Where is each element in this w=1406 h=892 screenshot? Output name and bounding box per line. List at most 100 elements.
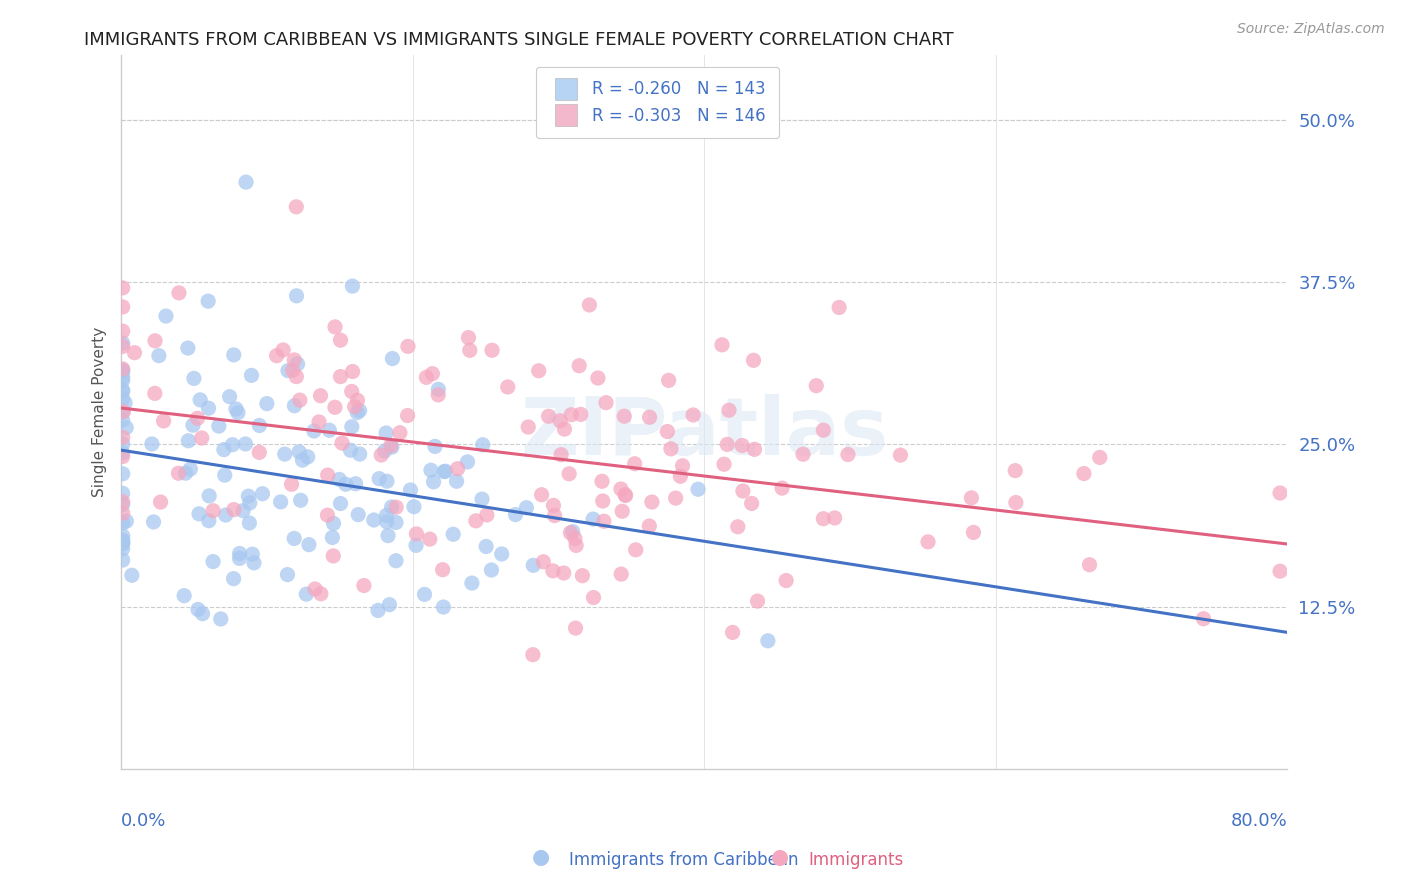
Point — [221, 438, 243, 452]
Point — [402, 500, 425, 514]
Point — [917, 534, 939, 549]
Point — [461, 576, 484, 591]
Point — [304, 582, 326, 596]
Point — [295, 587, 318, 601]
Point — [824, 511, 846, 525]
Point — [432, 600, 454, 615]
Point — [323, 319, 346, 334]
Point — [1078, 558, 1101, 572]
Point — [381, 500, 404, 514]
Point — [291, 453, 314, 467]
Point — [1268, 486, 1291, 500]
Point — [568, 359, 591, 373]
Point — [457, 331, 479, 345]
Point — [111, 363, 134, 377]
Point — [396, 409, 419, 423]
Text: Source: ZipAtlas.com: Source: ZipAtlas.com — [1237, 22, 1385, 37]
Point — [335, 477, 357, 491]
Point — [209, 612, 232, 626]
Point — [543, 499, 565, 513]
Point — [614, 488, 637, 502]
Point — [388, 425, 411, 440]
Point — [111, 498, 134, 512]
Point — [349, 403, 371, 417]
Point — [235, 175, 257, 189]
Point — [318, 423, 340, 437]
Point — [329, 369, 352, 384]
Point — [111, 541, 134, 556]
Point — [378, 598, 401, 612]
Point — [179, 462, 201, 476]
Point — [208, 419, 231, 434]
Point — [228, 551, 250, 566]
Point — [1088, 450, 1111, 465]
Point — [111, 362, 134, 376]
Point — [367, 603, 389, 617]
Point — [186, 411, 208, 425]
Point — [385, 554, 408, 568]
Point — [377, 528, 399, 542]
Point — [665, 491, 688, 505]
Point — [342, 365, 364, 379]
Point — [115, 420, 138, 434]
Point — [592, 494, 614, 508]
Point — [582, 512, 605, 526]
Point — [419, 532, 441, 546]
Point — [522, 648, 544, 662]
Point — [302, 424, 325, 438]
Point — [197, 294, 219, 309]
Point — [143, 334, 166, 348]
Point — [889, 448, 911, 462]
Point — [744, 442, 766, 457]
Point — [657, 425, 679, 439]
Point — [624, 542, 647, 557]
Point — [537, 409, 560, 424]
Point — [441, 527, 464, 541]
Point — [238, 516, 260, 530]
Point — [475, 540, 498, 554]
Point — [309, 389, 332, 403]
Point — [329, 497, 352, 511]
Point — [198, 514, 221, 528]
Point — [481, 343, 503, 358]
Point — [111, 506, 134, 520]
Point — [188, 392, 211, 407]
Point — [285, 200, 308, 214]
Point — [582, 591, 605, 605]
Point — [316, 468, 339, 483]
Point — [638, 519, 661, 533]
Point — [111, 430, 134, 444]
Point — [280, 477, 302, 491]
Point — [285, 369, 308, 384]
Point — [240, 547, 263, 561]
Point — [527, 364, 550, 378]
Point — [558, 467, 581, 481]
Point — [188, 507, 211, 521]
Point — [375, 515, 398, 529]
Point — [152, 414, 174, 428]
Point — [471, 438, 494, 452]
Point — [716, 437, 738, 451]
Point — [742, 353, 765, 368]
Point — [111, 413, 134, 427]
Point — [270, 495, 292, 509]
Point — [111, 553, 134, 567]
Point — [149, 495, 172, 509]
Point — [214, 468, 236, 483]
Point — [316, 508, 339, 523]
Point — [399, 483, 422, 497]
Point — [212, 442, 235, 457]
Point — [273, 447, 295, 461]
Point — [731, 438, 754, 452]
Point — [124, 345, 146, 359]
Point — [721, 625, 744, 640]
Point — [112, 404, 135, 418]
Point — [247, 418, 270, 433]
Point — [276, 567, 298, 582]
Text: ZIPatlas: ZIPatlas — [520, 394, 889, 473]
Point — [111, 437, 134, 451]
Point — [837, 448, 859, 462]
Point — [682, 408, 704, 422]
Point — [458, 343, 481, 358]
Point — [285, 289, 308, 303]
